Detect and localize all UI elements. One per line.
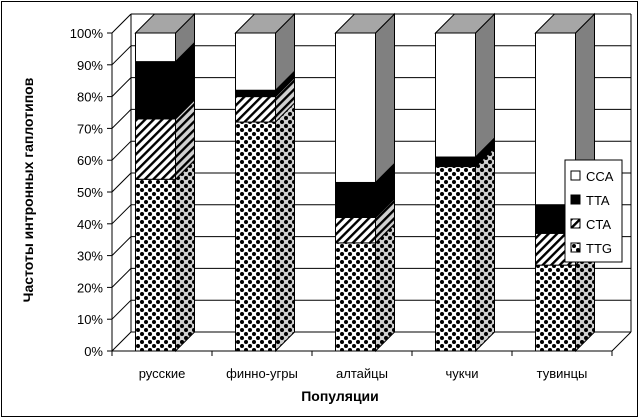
legend-label: TTG [586, 241, 612, 256]
y-tick-label: 80% [77, 90, 103, 105]
y-tick-label: 30% [77, 249, 103, 264]
x-tick-label: финно-угры [226, 366, 298, 381]
legend-label: TTA [586, 193, 610, 208]
x-axis-title: Популяции [301, 388, 379, 404]
bar-top [334, 13, 396, 34]
x-tick-label: чукчи [446, 366, 479, 381]
y-axis: 0% 10% 20% 30% 40% 50% 60% 70% 80% 90% 100% [70, 26, 112, 359]
bar-segment-side [475, 12, 495, 159]
y-axis-title: Частоты интронных гаплотипов [20, 77, 36, 302]
bar-segment [235, 96, 276, 123]
bar-segment [335, 32, 376, 183]
bar-top [134, 13, 196, 34]
legend-label: CTA [586, 217, 611, 232]
bar-segment-side [375, 12, 395, 184]
bar-segment [135, 61, 176, 120]
bar-segment [135, 32, 176, 63]
bar-segment [435, 156, 476, 168]
x-axis: русские финно-угры алтайцы чукчи тувинцы [111, 351, 613, 381]
bar-top [234, 13, 296, 34]
bar-segment [435, 166, 476, 352]
bar-segment [535, 264, 576, 352]
x-tick-label: русские [139, 366, 186, 381]
legend-swatch [570, 194, 581, 205]
legend: CCA TTA CTA TTG [564, 159, 623, 263]
bar-segment [235, 121, 276, 352]
legend-label: CCA [586, 169, 614, 184]
bar-segment-side [475, 146, 495, 353]
y-tick-label: 60% [77, 153, 103, 168]
bars [134, 12, 596, 353]
bar-segment [335, 216, 376, 244]
bar-segment [335, 181, 376, 218]
bar-segment [235, 32, 276, 91]
legend-swatch [570, 170, 581, 181]
gridline-wall [111, 77, 132, 97]
bar-segment [335, 242, 376, 352]
floor-right-edge [611, 331, 632, 352]
y-tick-label: 100% [70, 26, 104, 41]
gridline-wall [111, 204, 132, 225]
bar-segment-side [375, 222, 395, 353]
gridline-wall [111, 331, 132, 352]
gridline-wall [111, 140, 132, 161]
bar-segment-side [175, 159, 195, 353]
y-tick-label: 70% [77, 121, 103, 136]
x-tick-label: алтайцы [336, 366, 388, 381]
x-tick-label: тувинцы [537, 366, 588, 381]
y-tick-label: 10% [77, 312, 103, 327]
gridline-wall [111, 236, 132, 256]
gridline-wall [111, 172, 132, 193]
legend-swatch [570, 218, 581, 229]
bar-segment [235, 89, 276, 98]
bar-segment-side [275, 101, 295, 353]
bar-segment [135, 118, 176, 180]
y-tick-label: 40% [77, 217, 103, 232]
y-tick-label: 50% [77, 185, 103, 200]
y-tick-label: 0% [84, 344, 103, 359]
legend-swatch [570, 242, 581, 253]
gridline-wall [111, 268, 132, 288]
gridline-wall [111, 299, 132, 320]
gridline-wall [111, 13, 132, 34]
gridline-wall [111, 109, 132, 129]
bar-segment [435, 32, 476, 158]
gridline-wall [111, 45, 132, 66]
bar-top [534, 13, 596, 34]
bar-segment [135, 178, 176, 352]
y-tick-label: 90% [77, 58, 103, 73]
y-tick-label: 20% [77, 280, 103, 295]
bar-top [434, 13, 496, 34]
